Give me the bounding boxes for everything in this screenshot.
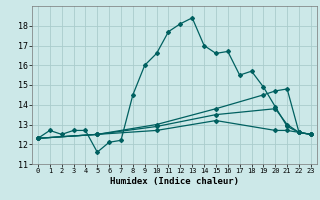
X-axis label: Humidex (Indice chaleur): Humidex (Indice chaleur) [110,177,239,186]
